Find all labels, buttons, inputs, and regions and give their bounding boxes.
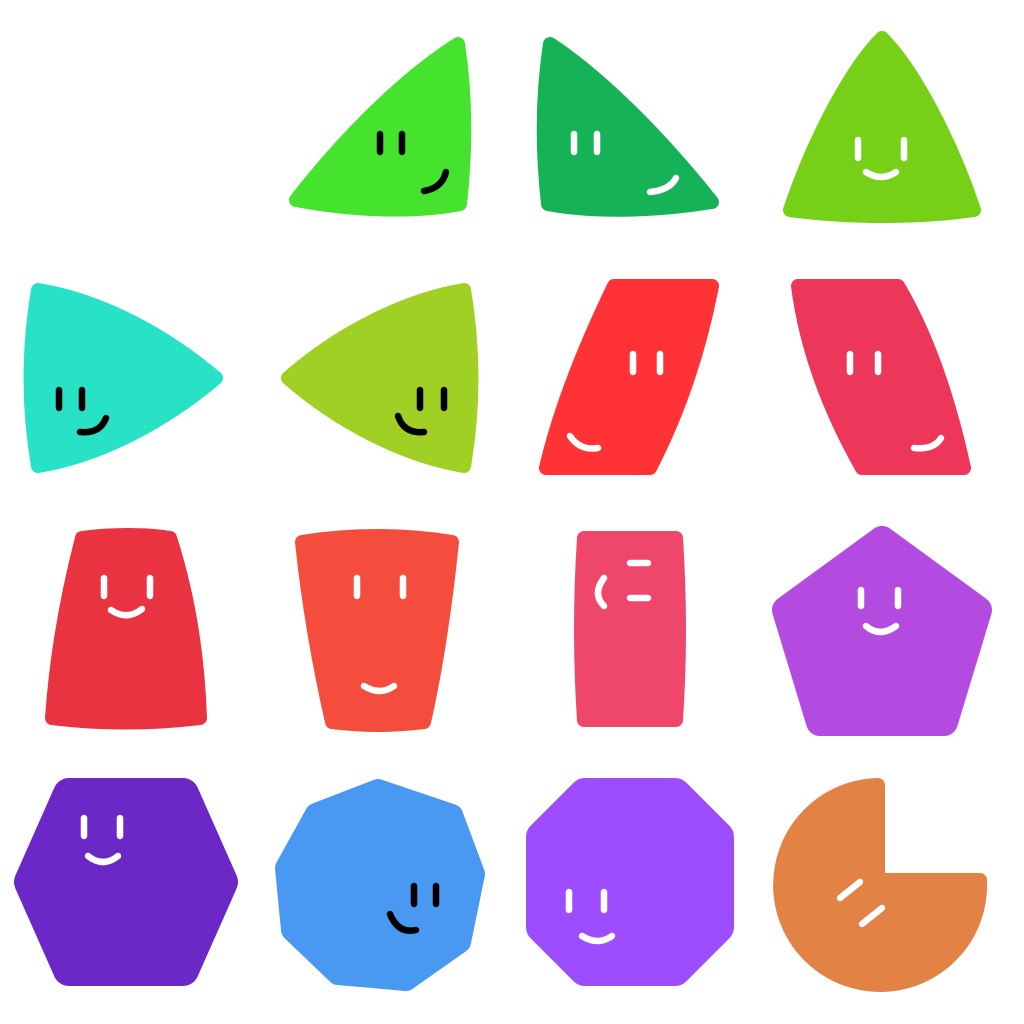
face	[854, 136, 908, 181]
face	[353, 574, 407, 695]
heptagon-character	[275, 779, 485, 991]
face	[594, 559, 652, 610]
parallelogram-character	[539, 279, 719, 475]
face	[857, 586, 902, 636]
trapezoid-slanted-character	[791, 279, 971, 475]
face	[565, 888, 616, 945]
trapezoid-wide-top-character	[295, 529, 459, 732]
face	[394, 386, 448, 436]
triangle-up-character	[783, 31, 981, 223]
face	[846, 350, 945, 452]
three-quarter-circle-character	[773, 778, 988, 992]
trapezoid-narrow-top-character	[45, 528, 207, 730]
face	[836, 878, 886, 928]
face	[80, 814, 124, 866]
face	[376, 130, 450, 195]
pentagon-character	[772, 526, 992, 736]
triangle-left-character	[536, 37, 719, 217]
triangle-right-character	[289, 37, 472, 217]
face	[566, 350, 664, 452]
face	[570, 130, 680, 196]
face	[55, 386, 110, 436]
triangle-pointing-right-character	[23, 283, 223, 473]
face	[100, 574, 154, 619]
hexagon-character	[14, 778, 238, 986]
octagon-character	[526, 778, 734, 986]
face	[386, 882, 440, 934]
triangle-pointing-left-character	[281, 283, 479, 473]
rectangle-character	[574, 531, 686, 727]
